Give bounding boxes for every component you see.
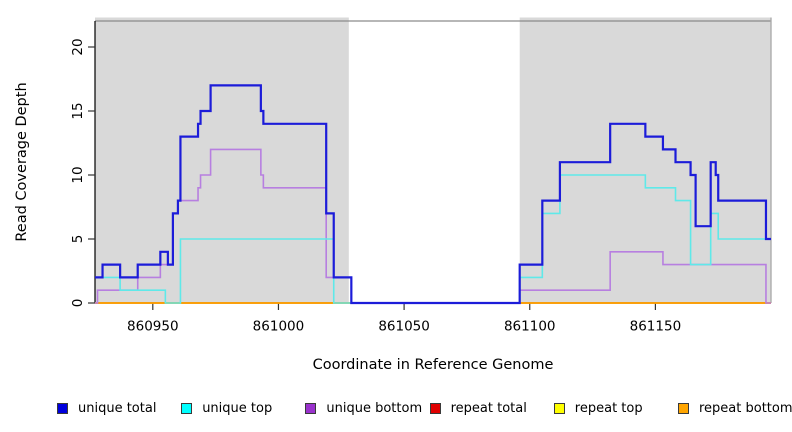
y-tick-label: 10 [70, 166, 86, 183]
legend-item-repeat-bottom: repeat bottom [678, 401, 792, 416]
legend-swatch-icon [305, 403, 317, 414]
legend-item-repeat-total: repeat total [429, 401, 527, 416]
series-path-unique-total [95, 84, 771, 305]
coverage-plot: 860950 861000 861050 861100 861150 0 5 10 15 20 [70, 17, 772, 335]
legend-label: repeat bottom [699, 401, 792, 416]
legend-label: repeat total [450, 401, 527, 416]
legend: unique total unique top unique bottom repea… [0, 401, 792, 425]
legend-label: unique total [78, 401, 157, 416]
series-path-unique-top [95, 174, 771, 304]
x-tick-label: 860950 [127, 319, 179, 335]
y-axis-title: Read Coverage Depth [14, 82, 30, 242]
x-tick-label: 861100 [504, 319, 556, 335]
legend-item-unique-bottom: unique bottom [305, 401, 422, 416]
legend-item-repeat-top: repeat top [553, 401, 643, 416]
y-tick-label: 0 [70, 299, 86, 308]
series-path-unique-bottom [95, 148, 771, 304]
legend-label: repeat top [574, 401, 643, 416]
x-tick-label: 861150 [630, 319, 682, 335]
legend-swatch-icon [181, 403, 193, 414]
legend-label: unique bottom [326, 401, 423, 416]
x-tick-label: 861050 [378, 319, 430, 335]
x-tick-label: 861000 [253, 319, 305, 335]
legend-item-unique-total: unique total [57, 401, 156, 416]
legend-item-unique-top: unique top [181, 401, 272, 416]
y-tick-label: 20 [70, 38, 86, 55]
legend-swatch-icon [57, 403, 68, 414]
legend-swatch-icon [553, 403, 565, 414]
shaded-region [95, 17, 349, 303]
y-tick-label: 15 [70, 102, 86, 119]
shaded-region [519, 17, 771, 303]
legend-swatch-icon [678, 403, 689, 414]
y-tick-label: 5 [70, 235, 86, 244]
legend-swatch-icon [429, 403, 441, 414]
x-axis-title: Coordinate in Reference Genome [312, 357, 554, 373]
legend-label: unique top [202, 401, 273, 416]
